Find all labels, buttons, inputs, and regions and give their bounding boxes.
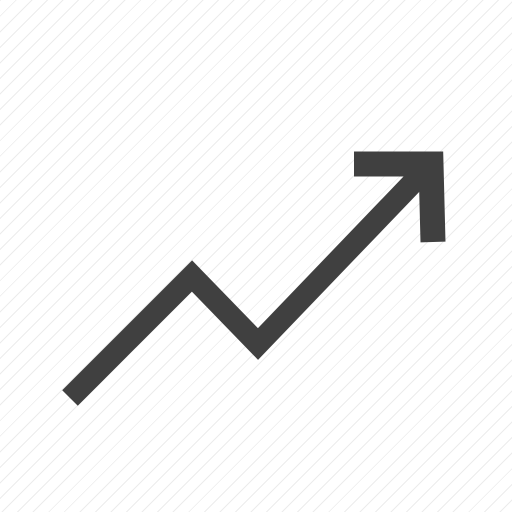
trend-line (62, 162, 433, 406)
arrow-head (354, 151, 446, 243)
